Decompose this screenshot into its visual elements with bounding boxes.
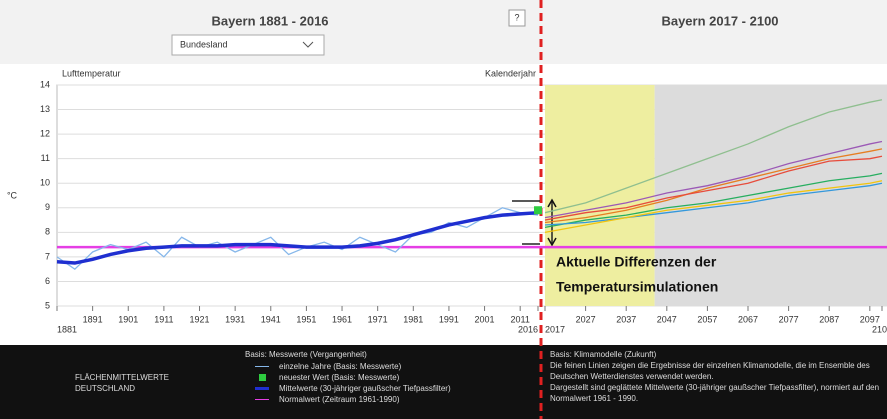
series-line	[544, 155, 883, 221]
series-line	[544, 99, 883, 214]
x-tick-label: 2016	[518, 324, 538, 334]
legend-item: einzelne Jahre (Basis: Messwerte)	[255, 361, 535, 372]
x-tick-label: 1991	[439, 314, 459, 324]
x-tick-label: 1901	[118, 314, 138, 324]
y-tick-label: 5	[45, 300, 50, 310]
x-tick-label: 1881	[57, 324, 77, 334]
legend-label: Mittelwerte (30-jähriger gaußscher Tiefp…	[279, 384, 451, 393]
annotation: Aktuelle Differenzen der	[556, 254, 717, 270]
legend-swatch	[255, 365, 269, 368]
left-title: Bayern 1881 - 2016	[211, 13, 328, 28]
y-unit: °C	[7, 190, 18, 200]
legend-label: einzelne Jahre (Basis: Messwerte)	[279, 362, 402, 371]
dropdown-label: Bundesland	[180, 39, 228, 49]
x-tick-label: 1941	[261, 314, 281, 324]
dropdown[interactable]	[171, 34, 325, 56]
help-button[interactable]	[508, 9, 526, 27]
legend-title: Basis: Messwerte (Vergangenheit)	[245, 350, 367, 359]
region-label: FLÄCHENMITTELWERTE DEUTSCHLAND	[75, 373, 169, 393]
legend-swatch	[255, 387, 269, 390]
highlight-span	[654, 85, 887, 306]
y-tick-label: 13	[40, 104, 50, 114]
x-tick-label: 1971	[368, 314, 388, 324]
x-tick-label: 1961	[332, 314, 352, 324]
y-tick-label: 11	[41, 153, 50, 163]
x-tick-label: 2057	[697, 314, 717, 324]
x-tick-label: 2027	[576, 314, 596, 324]
series-line	[544, 182, 883, 226]
legend-swatch	[259, 374, 266, 381]
x-axis-title: Kalenderjahr	[485, 68, 536, 78]
y-tick-label: 10	[40, 178, 50, 188]
legend-item: neuester Wert (Basis: Messwerte)	[255, 372, 535, 383]
legend-item: Mittelwerte (30-jähriger gaußscher Tiefp…	[255, 383, 535, 394]
x-tick-label: 1921	[190, 314, 210, 324]
x-tick-label: 1951	[296, 314, 316, 324]
legend-label: neuester Wert (Basis: Messwerte)	[279, 373, 400, 382]
notes: Die feinen Linien zeigen die Ergebnisse …	[550, 360, 880, 404]
bracket-arrows	[547, 198, 557, 247]
bracket	[512, 200, 553, 245]
x-tick-label: 1911	[154, 314, 173, 324]
y-tick-label: 14	[40, 79, 50, 89]
series-line	[56, 210, 539, 265]
legend: einzelne Jahre (Basis: Messwerte) neueste…	[255, 361, 535, 405]
footer-bg	[0, 345, 887, 419]
x-tick-label: 1891	[83, 314, 103, 324]
x-tick-label: 1931	[225, 314, 245, 324]
x-tick-label: 1981	[403, 314, 423, 324]
series-line	[544, 140, 883, 219]
x-tick-label: 2067	[738, 314, 758, 324]
x-tick-label: 2077	[779, 314, 799, 324]
series-line	[56, 207, 539, 271]
notes-title: Basis: Klimamodelle (Zukunft)	[550, 350, 657, 359]
series-line	[544, 172, 883, 229]
x-tick-label: 2087	[819, 314, 839, 324]
annotation: Temperatursimulationen	[556, 279, 718, 295]
y-tick-label: 6	[45, 276, 50, 286]
latest-marker	[534, 206, 542, 215]
legend-label: Normalwert (Zeitraum 1961-1990)	[279, 395, 400, 404]
x-tick-label: 2001	[475, 314, 495, 324]
legend-swatch	[255, 398, 269, 401]
series-line	[544, 180, 883, 233]
x-tick-label: 2047	[657, 314, 677, 324]
y-tick-label: 7	[45, 251, 50, 261]
x-tick-label: 2011	[511, 314, 530, 324]
note: Die feinen Linien zeigen die Ergebnisse …	[550, 361, 870, 381]
note: Dargestellt sind geglättete Mittelwerte …	[550, 383, 880, 403]
y-axis-title: Lufttemperatur	[62, 68, 121, 78]
legend-item: Normalwert (Zeitraum 1961-1990)	[255, 394, 535, 405]
x-tick-label: 2037	[616, 314, 636, 324]
dropdown-arrow	[302, 41, 314, 48]
highlight-span	[545, 85, 655, 306]
y-tick-label: 9	[45, 202, 50, 212]
x-tick-label: 2017	[545, 324, 565, 334]
x-tick-label: 2097	[860, 314, 880, 324]
help-label: ?	[514, 12, 519, 22]
y-tick-label: 8	[45, 227, 50, 237]
series-line	[544, 148, 883, 224]
right-title: Bayern 2017 - 2100	[661, 13, 778, 28]
y-tick-label: 12	[40, 128, 50, 138]
header-bg	[0, 0, 887, 64]
x-tick-label: 2100	[872, 324, 887, 334]
